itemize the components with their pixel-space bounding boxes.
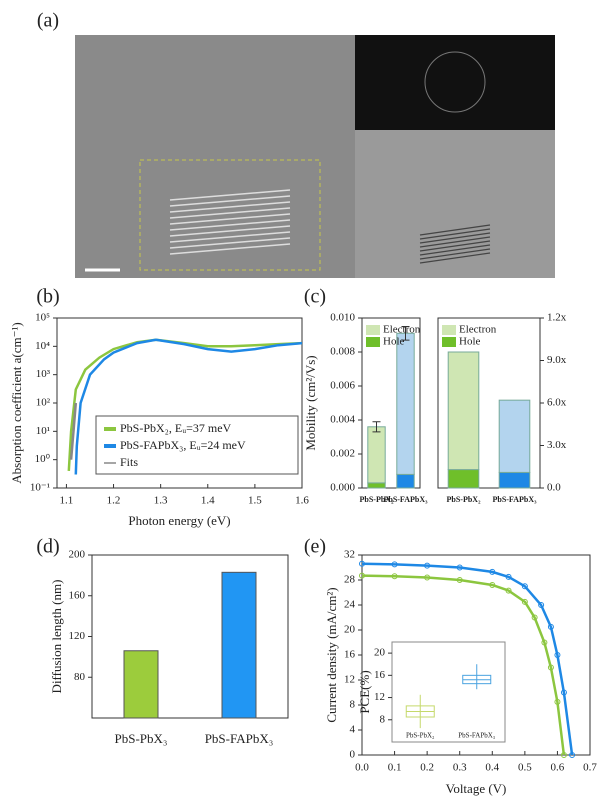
panel-label: (a) xyxy=(37,10,59,32)
y-tick-label: 8 xyxy=(350,699,356,711)
bar-segment xyxy=(448,352,479,470)
legend-label: Hole xyxy=(459,336,481,348)
y-axis-label: Diffusion length (nm) xyxy=(49,580,64,694)
y-tick-label: 20 xyxy=(374,647,386,659)
y-tick-label: 1.2x xyxy=(547,312,567,324)
legend-label: Electron xyxy=(459,324,497,336)
x-tick-label: 0.5 xyxy=(518,762,532,774)
y-tick-label: 160 xyxy=(69,589,86,601)
y-tick-label: 0.002 xyxy=(330,448,355,460)
y-tick-label: 6.0x xyxy=(547,397,567,409)
x-tick-label: 1.5 xyxy=(248,495,262,507)
y-tick-label: 10⁻¹ xyxy=(30,482,50,494)
y-tick-label: 10⁵ xyxy=(35,312,50,324)
bar-segment xyxy=(397,333,414,474)
fft-image xyxy=(355,35,555,130)
y-tick-label: 9.0x xyxy=(547,354,567,366)
panel-label: (d) xyxy=(36,536,59,558)
y-axis-label: Mobility (cm²/Vs) xyxy=(303,355,318,450)
y-tick-label: 0.006 xyxy=(330,380,355,392)
figure: (a) 10⁻¹ 10⁰ 10¹ 10² 10³ 10⁴ 10⁵ 1.1 1.2 1.3 1.4 1.5… xyxy=(0,0,608,805)
x-tick-label: 1.6 xyxy=(295,495,309,507)
y-tick-label: 0.0 xyxy=(547,482,561,494)
y-tick-label: 32 xyxy=(344,549,355,561)
y-tick-label: 10⁴ xyxy=(35,340,50,352)
legend-label: Electron xyxy=(383,324,421,336)
x-tick-label: PbS-PbX₃ xyxy=(115,731,168,746)
legend-label: Fits xyxy=(120,455,138,469)
bar-segment xyxy=(448,470,479,488)
bar-segment xyxy=(368,483,385,488)
x-tick-label: 0.2 xyxy=(420,762,434,774)
y-tick-label: 24 xyxy=(344,599,356,611)
x-tick-label: 0.6 xyxy=(551,762,565,774)
x-tick-label: PbS-FAPbX₃ xyxy=(205,731,274,746)
legend-swatch xyxy=(442,337,456,347)
bar-segment xyxy=(499,400,530,472)
y-tick-label: 0.000 xyxy=(330,482,355,494)
y-tick-label: 10² xyxy=(36,397,51,409)
y-tick-label: 0.010 xyxy=(330,312,355,324)
inset-category: PbS-PbX₂ xyxy=(406,732,435,740)
y-tick-label: 20 xyxy=(344,624,356,636)
y-tick-label: 12 xyxy=(344,674,355,686)
y-tick-label: 10¹ xyxy=(36,425,50,437)
y-tick-label: 10³ xyxy=(36,368,51,380)
y-tick-label: 12 xyxy=(374,691,385,703)
y-tick-label: 0.008 xyxy=(330,346,355,358)
panel-label: (b) xyxy=(36,286,59,308)
legend-label: PbS-PbX₂, Eᵤ=37 meV xyxy=(120,421,232,435)
bar-segment xyxy=(397,474,414,488)
legend-swatch xyxy=(366,325,380,335)
x-tick-label: 1.3 xyxy=(154,495,168,507)
x-tick-label: 1.1 xyxy=(60,495,74,507)
y-axis-label: Current density (mA/cm²) xyxy=(324,587,339,722)
y-tick-label: 4 xyxy=(350,724,356,736)
y-tick-label: 3.0x xyxy=(547,439,567,451)
filtered-image xyxy=(355,130,555,278)
panel-label: (c) xyxy=(304,286,326,308)
inset-category: PbS-FAPbX₃ xyxy=(458,732,495,740)
y-tick-label: 0.004 xyxy=(330,414,355,426)
panel-label: (e) xyxy=(304,536,326,558)
y-tick-label: 80 xyxy=(74,671,86,683)
legend-swatch xyxy=(442,325,456,335)
x-tick-label: 1.2 xyxy=(107,495,121,507)
x-tick-label: 0.4 xyxy=(485,762,499,774)
y-tick-label: 8 xyxy=(380,713,386,725)
bar-segment xyxy=(368,427,385,483)
x-tick-label: 0.7 xyxy=(583,762,597,774)
y-axis-label: Absorption coefficient a(cm⁻¹) xyxy=(9,322,24,483)
legend-swatch xyxy=(366,337,380,347)
y-axis-label: PCE(%) xyxy=(357,670,372,713)
y-tick-label: 0 xyxy=(350,749,356,761)
y-tick-label: 120 xyxy=(69,630,86,642)
x-tick-label: PbS-PbX₂ xyxy=(447,495,482,504)
x-tick-label: 0.3 xyxy=(453,762,467,774)
x-tick-label: PbS-FAPbX₃ xyxy=(492,495,537,504)
inset-frame xyxy=(392,642,505,742)
bar xyxy=(124,651,158,718)
bar-segment xyxy=(499,472,530,488)
x-tick-label: 0.1 xyxy=(388,762,402,774)
y-tick-label: 200 xyxy=(69,549,86,561)
x-axis-label: Photon energy (eV) xyxy=(128,513,230,528)
micrograph xyxy=(75,35,355,278)
y-tick-label: 16 xyxy=(344,649,356,661)
x-tick-label: 0.0 xyxy=(355,762,369,774)
legend-label: Hole xyxy=(383,336,405,348)
y-tick-label: 10⁰ xyxy=(35,453,51,465)
y-tick-label: 28 xyxy=(344,574,356,586)
x-tick-label: 1.4 xyxy=(201,495,215,507)
x-axis-label: Voltage (V) xyxy=(446,781,507,796)
y-tick-label: 16 xyxy=(374,669,386,681)
x-tick-label: PbS-FAPbX₃ xyxy=(383,495,428,504)
legend-label: PbS-FAPbX₃, Eᵤ=24 meV xyxy=(120,438,246,452)
bar xyxy=(222,572,256,718)
